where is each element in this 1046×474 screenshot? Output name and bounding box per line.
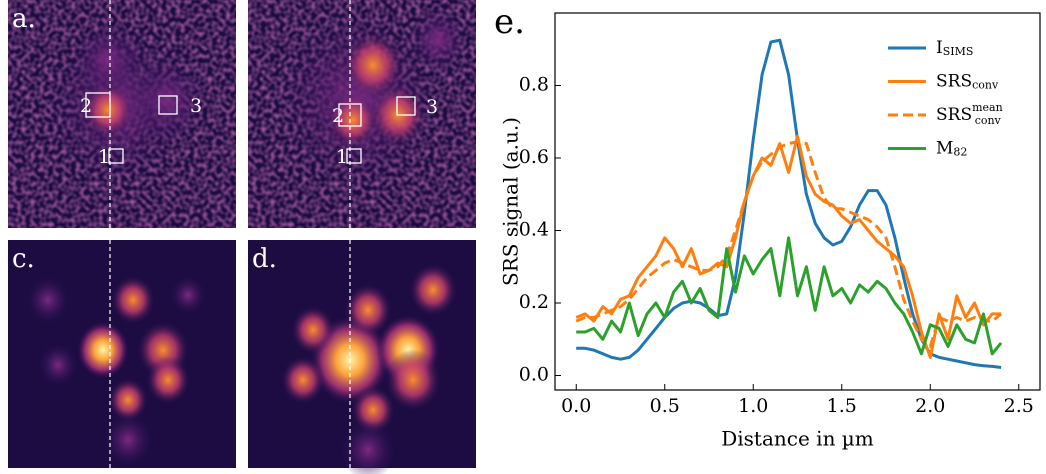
image-spot (409, 263, 457, 317)
image-spot (291, 305, 335, 355)
legend-label: ISIMS (936, 38, 973, 59)
y-tick-label: 0.0 (519, 364, 549, 386)
image-spot (281, 355, 325, 405)
image-spot (38, 343, 78, 387)
panel-label: c. (12, 244, 35, 274)
roi-label: 3 (426, 96, 438, 118)
y-axis-label: SRS signal (a.u.) (499, 117, 523, 286)
x-tick-label: 1.0 (738, 395, 768, 417)
legend-sub: 82 (953, 146, 967, 159)
legend-label: SRSconv (936, 71, 999, 92)
roi-label: 2 (332, 105, 344, 127)
legend-name: I (936, 38, 943, 58)
series-line (575, 134, 1002, 359)
roi-label: 1 (98, 146, 110, 168)
legend-name: SRS (936, 105, 972, 125)
image-panel: a. 2 3 1 (8, 0, 236, 228)
legend-sub: conv (972, 79, 999, 92)
image-spot (77, 321, 129, 379)
image-spot (408, 7, 468, 73)
image-spot (328, 92, 378, 148)
image-panel: d. (248, 240, 476, 474)
image-spot (385, 349, 441, 411)
image-spot (340, 419, 396, 474)
roi-box (396, 96, 416, 116)
legend-name: SRS (936, 71, 972, 91)
image-spot (108, 378, 148, 422)
roi-box (338, 103, 362, 127)
y-tick-label: 0.6 (519, 146, 549, 168)
x-tick-label: 2.0 (915, 395, 945, 417)
x-tick-label: 2.5 (1004, 395, 1034, 417)
image-panel: c. (8, 240, 236, 468)
roi-box (108, 148, 124, 164)
y-tick-label: 0.4 (519, 219, 549, 241)
plot-frame (554, 12, 1041, 391)
roi-label: 3 (190, 95, 202, 117)
y-tick-label: 0.2 (519, 291, 549, 313)
roi-box (85, 92, 111, 118)
series-line (575, 140, 1003, 348)
image-panel: 2 3 1 (248, 0, 476, 228)
image-spot (344, 283, 392, 337)
y-tick-label: 0.8 (519, 74, 549, 96)
image-spot (146, 355, 190, 405)
image-spot (128, 56, 208, 144)
image-spot (83, 82, 133, 138)
panel-label: e. (494, 2, 525, 42)
roi-box (158, 95, 178, 115)
image-spot (26, 275, 70, 325)
roi-box (346, 148, 362, 164)
roi-label: 2 (80, 95, 92, 117)
image-spot (111, 275, 155, 325)
image-spot (170, 275, 206, 315)
legend-sup: mean (972, 101, 1003, 114)
x-axis-label: Distance in µm (721, 427, 874, 451)
legend-label: SRSmean conv (936, 101, 1003, 127)
roi-label: 1 (336, 146, 348, 168)
image-spot (343, 32, 403, 98)
legend-label: M82 (936, 138, 967, 159)
series-line (576, 236, 1003, 356)
legend-sub: SIMS (943, 45, 974, 58)
x-tick-label: 0.5 (650, 395, 680, 417)
panel-label: a. (12, 4, 36, 34)
panel-label: d. (252, 244, 277, 274)
x-tick-label: 1.5 (827, 395, 857, 417)
legend-name: M (936, 138, 953, 158)
legend-sub: conv (975, 114, 1002, 127)
x-tick-label: 0.0 (561, 395, 591, 417)
image-spot (73, 21, 143, 99)
image-spot (103, 412, 153, 468)
